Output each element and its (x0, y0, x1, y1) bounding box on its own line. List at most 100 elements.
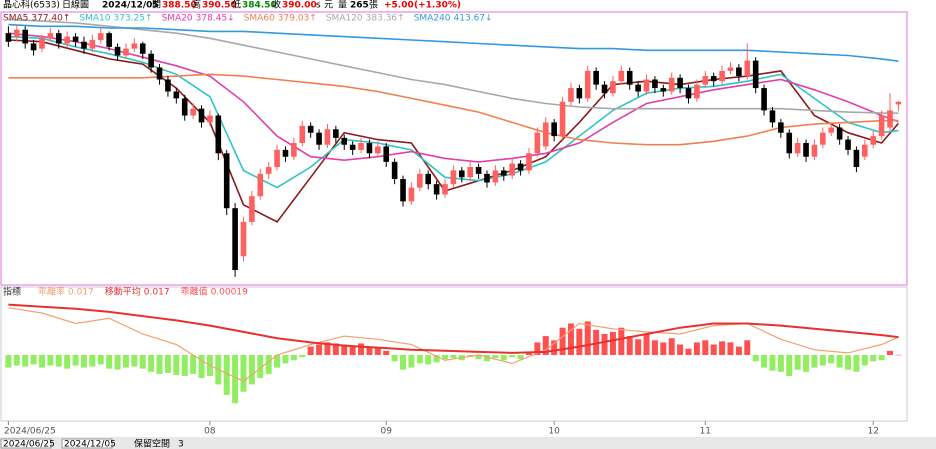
bar (853, 355, 860, 372)
low: 384.50 (242, 1, 277, 11)
x-tick-label: 2024/06/25 (4, 427, 56, 437)
bar (576, 328, 583, 355)
bar (836, 355, 843, 368)
candle-body (30, 43, 37, 51)
to-date[interactable]: 2024/12/05 (64, 440, 116, 449)
bar (383, 350, 390, 355)
bar (139, 355, 146, 369)
candle-body (22, 29, 28, 44)
candle-body (156, 67, 163, 80)
candle-body (274, 149, 280, 168)
candle-body (643, 79, 650, 92)
date-input[interactable] (61, 438, 113, 449)
candle-body (836, 127, 843, 140)
bar (769, 355, 776, 371)
legend-name: SMA20 (162, 14, 193, 24)
bar (265, 355, 272, 374)
candle-body (467, 167, 473, 178)
candle-body (660, 88, 667, 92)
candle-body (173, 91, 180, 99)
bar (5, 355, 12, 368)
bar (668, 338, 675, 355)
header: 晶心科(6533) 日線圖 2024/12/05 開 388.50 高 390.… (3, 0, 461, 11)
candle-body (450, 170, 457, 185)
bar (198, 355, 205, 379)
label: 收 (272, 0, 281, 11)
bar (702, 340, 709, 355)
date: 2024/12/05 (102, 1, 159, 11)
candle-body (526, 153, 532, 171)
candle-body (215, 115, 222, 154)
candle-body (89, 40, 96, 49)
bar (349, 345, 356, 355)
candle-body (761, 88, 767, 111)
candle-body (366, 142, 373, 154)
candle-body (794, 142, 801, 154)
candle-body (752, 60, 759, 89)
candle-body (845, 139, 851, 150)
high: 390.50 (202, 1, 237, 11)
candle-body (475, 167, 482, 174)
bar (374, 347, 381, 355)
bar (181, 355, 188, 376)
bar (38, 355, 45, 368)
candle-body (677, 77, 683, 89)
candle-body (106, 33, 112, 47)
bar (366, 346, 373, 355)
candle-body (593, 70, 599, 85)
candle-body (542, 122, 549, 147)
candle-body (47, 33, 54, 39)
candle-body (517, 163, 524, 171)
candle-body (190, 108, 196, 116)
legend-name: SMA120 (326, 14, 363, 24)
bar (97, 355, 104, 365)
from-date[interactable]: 2024/06/25 (3, 440, 55, 449)
bar (257, 355, 264, 379)
legend-name: SMA5 (3, 14, 28, 24)
candle-body (820, 132, 826, 145)
candle-body (232, 208, 238, 270)
bar (845, 355, 852, 370)
bar (131, 355, 138, 367)
bar (601, 334, 608, 355)
bar (752, 355, 759, 362)
bar (534, 342, 541, 355)
label: 開 (152, 0, 161, 11)
bar (341, 344, 348, 355)
date-input[interactable] (0, 438, 52, 449)
bar (542, 336, 549, 355)
candle-body (862, 144, 868, 157)
bar (13, 355, 20, 366)
unit: s (316, 1, 321, 11)
candle-body (500, 170, 507, 176)
bar (442, 355, 449, 360)
bar (567, 323, 574, 355)
candle-body (299, 125, 306, 143)
candle-body (114, 46, 121, 56)
candle-body (333, 129, 339, 138)
candle-body (626, 70, 633, 85)
candle-body (710, 76, 717, 82)
x-tick-label: 11 (700, 427, 711, 437)
legend-name: SMA10 (79, 14, 110, 24)
bar (819, 355, 826, 366)
candle-body (148, 53, 154, 68)
candle-body (559, 101, 566, 137)
candle-body (719, 70, 725, 82)
bar (332, 343, 339, 355)
bar (47, 355, 54, 366)
bar (290, 355, 297, 361)
line (8, 32, 899, 163)
candle-body (484, 173, 490, 183)
bar (240, 355, 247, 392)
legend-value: 378.45↓ (196, 14, 235, 24)
candle-body (576, 88, 583, 99)
candle-body (341, 137, 348, 145)
reserve[interactable]: 3 (178, 440, 184, 449)
candle-body (324, 129, 331, 145)
candle-body (391, 161, 398, 180)
stock-name: 晶心科(6533) (3, 0, 60, 11)
panel-title: 指標 (3, 286, 21, 298)
period: 日線圖 (62, 0, 89, 11)
